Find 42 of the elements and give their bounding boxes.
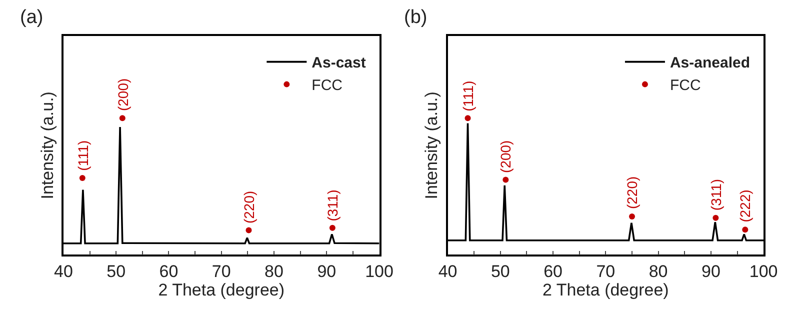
x-axis-title: 2 Theta (degree) xyxy=(158,280,285,300)
x-tick-label: 60 xyxy=(544,262,562,281)
point xyxy=(742,226,748,233)
legend-label: As-anealed xyxy=(670,54,750,72)
annotation: (311) xyxy=(324,190,341,222)
x-tick-label: 50 xyxy=(106,262,126,281)
annotation: (220) xyxy=(624,176,640,210)
chart-title: (a) xyxy=(20,7,44,28)
legend-label: As-cast xyxy=(312,54,366,72)
annotation: (111) xyxy=(74,140,91,171)
y-axis-title: Intensity (a.u.) xyxy=(422,92,442,200)
x-axis-title: 2 Theta (degree) xyxy=(542,280,669,300)
point xyxy=(502,176,509,183)
x-tick-label: 100 xyxy=(365,262,394,281)
legend-label: FCC xyxy=(670,77,701,94)
annotation: (200) xyxy=(114,78,131,112)
y-axis-title: Intensity (a.u.) xyxy=(38,92,57,200)
legend-label: FCC xyxy=(312,77,343,94)
annotation: (111) xyxy=(460,80,476,112)
x-tick-label: 90 xyxy=(317,262,336,281)
point xyxy=(329,224,336,231)
point xyxy=(119,115,126,122)
x-tick-label: 80 xyxy=(648,262,668,281)
point xyxy=(79,175,86,182)
annotation: (220) xyxy=(240,190,257,224)
x-tick-label: 50 xyxy=(490,262,510,281)
x-tick-label: 70 xyxy=(596,262,616,281)
x-tick-label: 40 xyxy=(54,262,73,281)
point xyxy=(246,227,252,234)
point xyxy=(629,214,635,220)
x-tick-label: 60 xyxy=(159,262,178,281)
annotation: (200) xyxy=(497,140,514,173)
point xyxy=(464,115,471,122)
x-tick-label: 70 xyxy=(212,262,231,281)
x-tick-label: 40 xyxy=(438,262,458,281)
annotation: (311) xyxy=(708,178,724,211)
x-tick-label: 90 xyxy=(701,262,720,281)
x-tick-label: 100 xyxy=(749,262,778,281)
x-tick-label: 80 xyxy=(264,262,284,281)
annotation: (222) xyxy=(737,190,754,222)
chart-title: (b) xyxy=(404,7,428,28)
point xyxy=(712,214,719,221)
